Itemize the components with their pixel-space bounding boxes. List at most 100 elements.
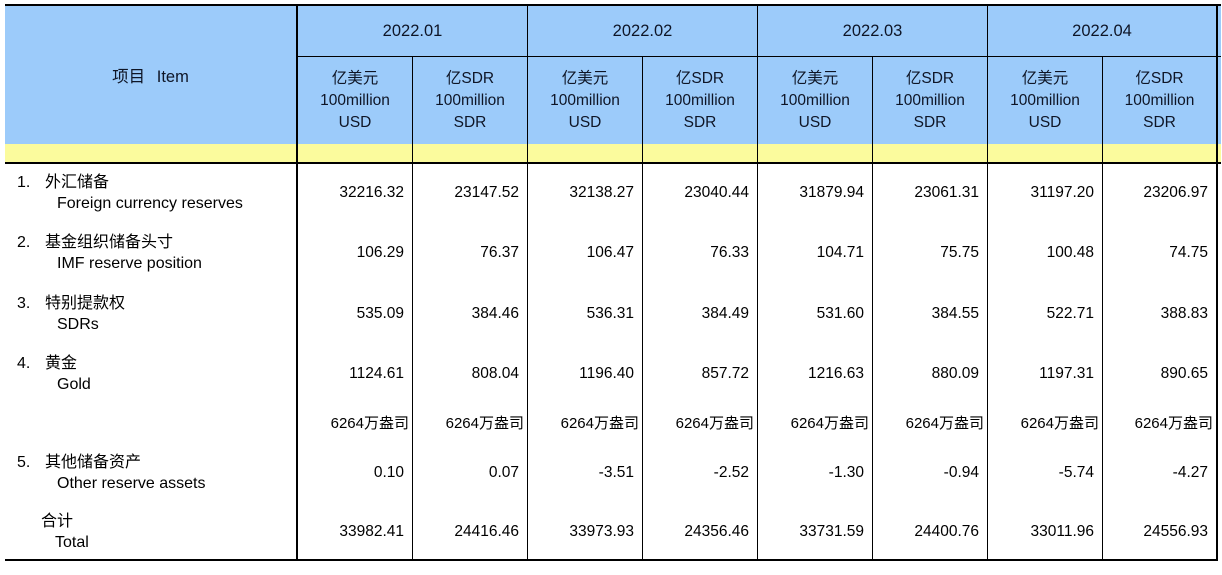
row-label-sdrs: 3. 特别提款权 SDRs [5,284,298,344]
unit-line-code: SDR [683,113,717,131]
row-label-en: Other reserve assets [57,475,206,492]
value-cell: 536.31 [528,284,643,344]
band-cell [1218,144,1221,164]
row-label-foreign-currency-reserves: 1. 外汇储备 Foreign currency reserves [5,164,298,222]
row-label-en: Foreign currency reserves [57,195,243,212]
unit-line-cn: 亿SDR [1135,69,1184,87]
value-cell: 100.48 [988,222,1103,284]
item-column-header: 项目 Item [5,6,298,144]
value-cell: 0.10 [298,441,413,505]
unit-header-usd-m2: 亿美元 100million USD [528,57,643,144]
band-cell [5,144,298,164]
unit-header-usd-m1: 亿美元 100million USD [298,57,413,144]
cropped-next-column-body [1218,164,1221,561]
value-cell: 23206.97 [1103,164,1218,222]
unit-line-scale: 100million [665,91,735,109]
row-label-imf-reserve-position: 2. 基金组织储备头寸 IMF reserve position [5,222,298,284]
unit-line-cn: 亿美元 [331,69,379,87]
band-cell [298,144,413,164]
row-label-gold: 4. 黄金 Gold [5,344,298,404]
unit-line-scale: 100million [550,91,620,109]
value-cell: 890.65 [1103,344,1218,404]
row-label-cn: 5. 其他储备资产 [17,454,142,471]
unit-line-cn: 亿SDR [675,69,725,87]
unit-line-cn: 亿美元 [1021,69,1069,87]
value-cell: 75.75 [873,222,988,284]
row-number: 3. [17,295,31,312]
value-cell: -3.51 [528,441,643,505]
value-cell: 0.07 [413,441,528,505]
month-header-2022-03: 2022.03 [758,6,988,57]
value-cell: 31197.20 [988,164,1103,222]
gold-ounces-cell: 6264万盎司 [298,404,413,441]
total-value-cell: 24556.93 [1103,505,1218,561]
row-label-cn: 4. 黄金 [17,355,78,372]
unit-line-scale: 100million [780,91,850,109]
band-cell [873,144,988,164]
unit-header-sdr-m4: 亿SDR 100million SDR [1103,57,1218,144]
total-value-cell: 33973.93 [528,505,643,561]
value-cell: -1.30 [758,441,873,505]
unit-line-cn: 亿SDR [445,69,495,87]
band-cell [413,144,528,164]
gold-ounces-cell: 6264万盎司 [988,404,1103,441]
row-number: 4. [17,355,31,372]
total-value-cell: 24416.46 [413,505,528,561]
value-cell: 23061.31 [873,164,988,222]
value-cell: 23147.52 [413,164,528,222]
unit-line-scale: 100million [435,91,505,109]
value-cell: 531.60 [758,284,873,344]
row-label-en: SDRs [57,316,99,333]
row-label-cn: 2. 基金组织储备头寸 [17,234,174,251]
band-cell [758,144,873,164]
unit-line-scale: 100million [1010,91,1080,109]
value-cell: 1124.61 [298,344,413,404]
value-cell: -4.27 [1103,441,1218,505]
unit-line-cn: 亿美元 [791,69,839,87]
total-value-cell: 24356.46 [643,505,758,561]
unit-line-cn: 亿美元 [561,69,609,87]
value-cell: 384.49 [643,284,758,344]
unit-line-code: USD [798,113,832,131]
unit-header-usd-m3: 亿美元 100million USD [758,57,873,144]
value-cell: -2.52 [643,441,758,505]
month-header-2022-01: 2022.01 [298,6,528,57]
value-cell: 32216.32 [298,164,413,222]
unit-line-code: SDR [1143,113,1176,131]
row-label-en: IMF reserve position [57,255,202,272]
unit-header-sdr-m2: 亿SDR 100million SDR [643,57,758,144]
gold-ounces-cell: 6264万盎司 [758,404,873,441]
row-label-en: Total [55,534,89,551]
value-cell: 1197.31 [988,344,1103,404]
unit-line-scale: 100million [1124,91,1195,109]
cropped-next-unit-header [1218,57,1221,144]
value-cell: 76.37 [413,222,528,284]
value-cell: 535.09 [298,284,413,344]
value-cell: 384.46 [413,284,528,344]
band-cell [1103,144,1218,164]
total-value-cell: 33731.59 [758,505,873,561]
value-cell: 106.29 [298,222,413,284]
unit-line-cn: 亿SDR [905,69,955,87]
row-label-cn: 3. 特别提款权 [17,295,126,312]
band-cell [643,144,758,164]
official-reserve-assets-table: 项目 Item 2022.01 2022.02 2022.03 2022.04 … [5,4,1221,561]
value-cell: 74.75 [1103,222,1218,284]
value-cell: 857.72 [643,344,758,404]
value-cell: 76.33 [643,222,758,284]
unit-line-code: SDR [913,113,947,131]
value-cell: 808.04 [413,344,528,404]
row-number: 5. [17,454,31,471]
value-cell: 1216.63 [758,344,873,404]
band-cell [988,144,1103,164]
row-label-other-reserve-assets: 5. 其他储备资产 Other reserve assets [5,441,298,505]
value-cell: 104.71 [758,222,873,284]
gold-ounces-cell: 6264万盎司 [528,404,643,441]
value-cell: 31879.94 [758,164,873,222]
total-value-cell: 33982.41 [298,505,413,561]
value-cell: 32138.27 [528,164,643,222]
cropped-next-month-header [1218,6,1221,57]
unit-header-sdr-m3: 亿SDR 100million SDR [873,57,988,144]
row-label-cn: 1. 外汇储备 [17,174,110,191]
value-cell: 23040.44 [643,164,758,222]
